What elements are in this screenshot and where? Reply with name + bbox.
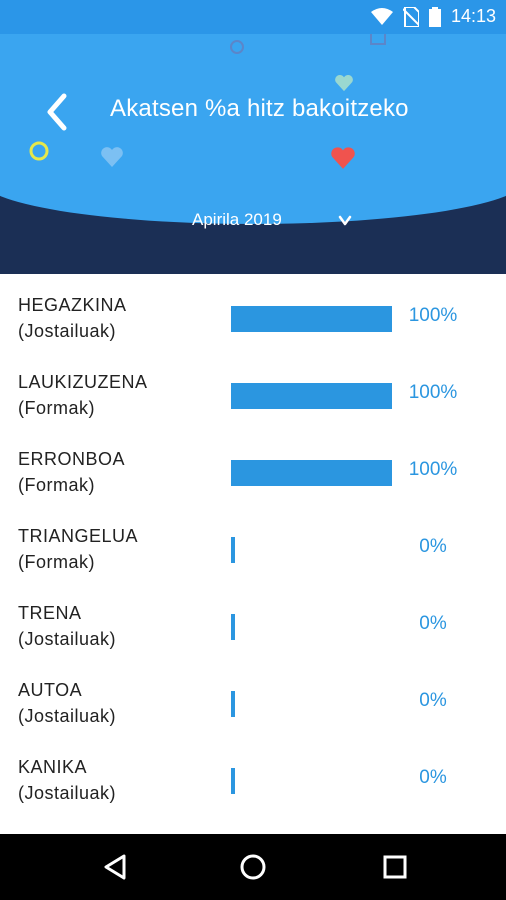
percent-label: 0% — [419, 536, 447, 557]
status-time: 14:13 — [450, 6, 496, 26]
wifi-icon — [370, 7, 393, 25]
list-item: ERRONBOA (Formak) 100% — [0, 428, 506, 505]
heart-decoration — [101, 147, 123, 167]
percent-label: 100% — [408, 382, 458, 403]
status-icons: 14:13 — [370, 6, 496, 27]
page-title: Akatsen %a hitz bakoitzeko — [110, 95, 409, 122]
percent-label: 0% — [419, 690, 447, 711]
category-label: (Formak) — [18, 398, 95, 418]
error-bar — [231, 383, 392, 409]
error-bar — [231, 614, 235, 640]
word-label: HEGAZKINA — [18, 295, 127, 315]
header: Akatsen %a hitz bakoitzeko Apirila 2019 — [0, 34, 506, 274]
word-label: TRENA — [18, 603, 82, 623]
chevron-down-icon[interactable] — [337, 212, 353, 228]
word-label: KANIKA — [18, 757, 88, 777]
list-item: TRENA (Jostailuak) 0% — [0, 582, 506, 659]
error-bar — [231, 691, 235, 717]
no-sim-icon — [402, 6, 419, 27]
header-background — [0, 34, 506, 224]
category-label: (Jostailuak) — [18, 706, 117, 726]
battery-icon — [428, 6, 441, 27]
heart-decoration — [331, 147, 355, 169]
ring-decoration — [230, 40, 244, 54]
list-item: LAUKIZUZENA (Formak) 100% — [0, 351, 506, 428]
heart-decoration — [335, 74, 353, 92]
square-recents-icon[interactable] — [380, 852, 410, 882]
word-label: AUTOA — [18, 680, 83, 700]
error-bar — [231, 768, 235, 794]
month-label[interactable]: Apirila 2019 — [192, 210, 282, 229]
list-item: HEGAZKINA (Jostailuak) 100% — [0, 274, 506, 351]
month-selector[interactable]: Apirila 2019 — [0, 206, 506, 242]
percent-label: 0% — [419, 767, 447, 788]
category-label: (Jostailuak) — [18, 783, 117, 803]
list-item: TRIANGELUA (Formak) 0% — [0, 505, 506, 582]
back-chevron-icon[interactable] — [38, 92, 78, 132]
list-item: AUTOA (Jostailuak) 0% — [0, 659, 506, 736]
category-label: (Formak) — [18, 475, 95, 495]
word-label: ERRONBOA — [18, 449, 126, 469]
category-label: (Formak) — [18, 552, 95, 572]
word-label: TRIANGELUA — [18, 526, 139, 546]
percent-label: 100% — [408, 305, 458, 326]
percent-label: 100% — [408, 459, 458, 480]
category-label: (Jostailuak) — [18, 321, 117, 341]
category-label: (Jostailuak) — [18, 629, 117, 649]
list-item: KANIKA (Jostailuak) 0% — [0, 736, 506, 813]
error-bar — [231, 306, 392, 332]
word-label: LAUKIZUZENA — [18, 372, 148, 392]
word-error-list: HEGAZKINA (Jostailuak) 100% LAUKIZUZENA … — [0, 274, 506, 834]
error-bar — [231, 460, 392, 486]
percent-label: 0% — [419, 613, 447, 634]
triangle-back-icon[interactable] — [100, 852, 130, 882]
navigation-bar — [0, 834, 506, 900]
status-bar: 14:13 — [0, 0, 506, 34]
circle-home-icon[interactable] — [238, 852, 268, 882]
square-decoration — [370, 34, 386, 45]
yellow-circle-decoration — [29, 141, 49, 161]
error-bar — [231, 537, 235, 563]
